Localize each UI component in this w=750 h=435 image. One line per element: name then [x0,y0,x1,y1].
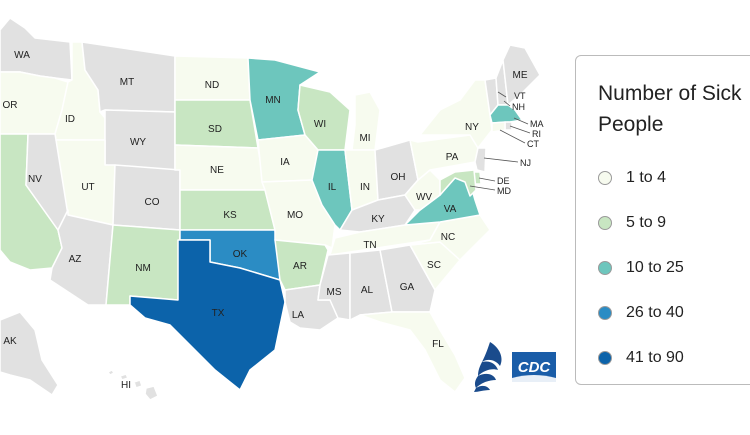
label-AL: AL [361,285,374,296]
state-CT[interactable] [491,121,506,133]
state-FL[interactable] [359,311,466,393]
hhs-eagle-icon [474,342,502,392]
state-MD[interactable] [439,169,477,197]
label-leader-lines [469,91,531,191]
label-UT: UT [81,182,94,193]
legend-item-bin2: 5 to 9 [598,213,666,233]
legend-label-bin1: 1 to 4 [626,169,667,186]
label-MI: MI [359,133,370,144]
legend-label-bin2: 5 to 9 [626,214,667,231]
label-AR: AR [293,261,307,272]
label-CT: CT [527,139,539,149]
label-TX: TX [212,308,225,319]
label-SC: SC [427,260,441,271]
label-VT: VT [514,91,526,101]
legend-label-bin4: 26 to 40 [626,304,684,321]
state-TX[interactable] [129,239,286,391]
legend-title-line2: People [598,113,664,136]
cdc-logo: CDC [512,352,556,382]
legend-swatch-bin2 [598,216,612,230]
label-OK: OK [233,249,248,260]
label-PA: PA [446,152,459,163]
label-ME: ME [513,70,528,81]
label-AZ: AZ [69,254,82,265]
label-FL: FL [432,339,444,350]
label-WY: WY [130,137,146,148]
label-MN: MN [265,95,281,106]
state-WA[interactable] [0,17,73,81]
label-HI: HI [121,380,131,391]
legend-item-bin5: 41 to 90 [598,348,684,368]
label-NE: NE [210,165,224,176]
label-OR: OR [3,100,18,111]
label-DE: DE [497,176,510,186]
label-WV: WV [416,192,432,203]
label-IN: IN [360,182,370,193]
label-MS: MS [327,287,342,298]
legend-label-bin5: 41 to 90 [626,349,684,366]
label-KY: KY [371,214,385,225]
label-NY: NY [465,122,479,133]
label-CO: CO [145,197,160,208]
legend-item-bin1: 1 to 4 [598,168,666,188]
label-NV: NV [28,174,42,185]
label-AK: AK [3,336,17,347]
label-OH: OH [391,172,406,183]
label-RI: RI [532,129,541,139]
state-NJ[interactable] [474,147,487,173]
label-MD: MD [497,186,511,196]
label-GA: GA [400,282,415,293]
legend-title-line1: Number of Sick [598,82,742,105]
legend-label-bin3: 10 to 25 [626,259,684,276]
label-IL: IL [328,182,337,193]
legend-item-bin3: 10 to 25 [598,258,684,278]
label-SD: SD [208,124,222,135]
label-VA: VA [444,204,457,215]
label-KS: KS [223,210,237,221]
label-ID: ID [65,114,75,125]
legend-swatch-bin3 [598,261,612,275]
label-MT: MT [120,77,134,88]
legend-swatch-bin4 [598,306,612,320]
legend: Number of Sick People 1 to 4 5 to 9 10 t… [575,55,750,385]
label-LA: LA [292,310,305,321]
state-AK[interactable] [0,311,59,396]
label-NJ: NJ [520,158,531,168]
label-IA: IA [280,157,290,168]
label-NM: NM [135,263,151,274]
label-WA: WA [14,50,30,61]
state-HI[interactable] [107,369,159,401]
label-NH: NH [512,102,525,112]
legend-title: Number of Sick People [598,78,750,140]
label-ND: ND [205,80,219,91]
cdc-logo-text: CDC [518,359,552,376]
state-GA[interactable] [379,244,436,313]
state-ND[interactable] [174,55,251,101]
legend-swatch-bin1 [598,171,612,185]
label-TN: TN [363,240,376,251]
label-MA: MA [530,119,544,129]
legend-item-bin4: 26 to 40 [598,303,684,323]
label-NC: NC [441,232,455,243]
label-MO: MO [287,210,303,221]
label-WI: WI [314,119,326,130]
legend-swatch-bin5 [598,351,612,365]
